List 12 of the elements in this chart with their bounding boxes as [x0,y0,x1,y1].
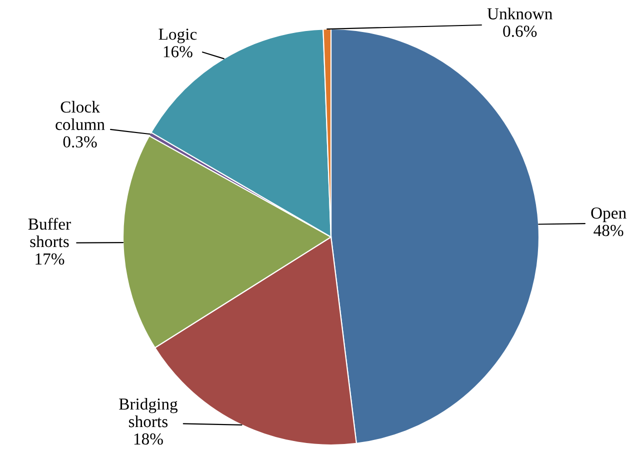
data-label: 48% [594,224,624,236]
data-label: 17% [36,253,64,265]
data-label: 16% [164,46,192,58]
slice-label: Clock column [56,100,105,130]
slice-label: Unknown [487,8,552,20]
slice-label: Buffer shorts [28,218,71,248]
data-label: 0.6% [503,26,537,37]
slice-label: Bridging shorts [119,398,178,428]
slice-label: Logic [158,28,197,44]
slice-label: Open [591,207,626,222]
data-label: 0.3% [63,136,97,148]
data-label: 18% [134,433,163,445]
